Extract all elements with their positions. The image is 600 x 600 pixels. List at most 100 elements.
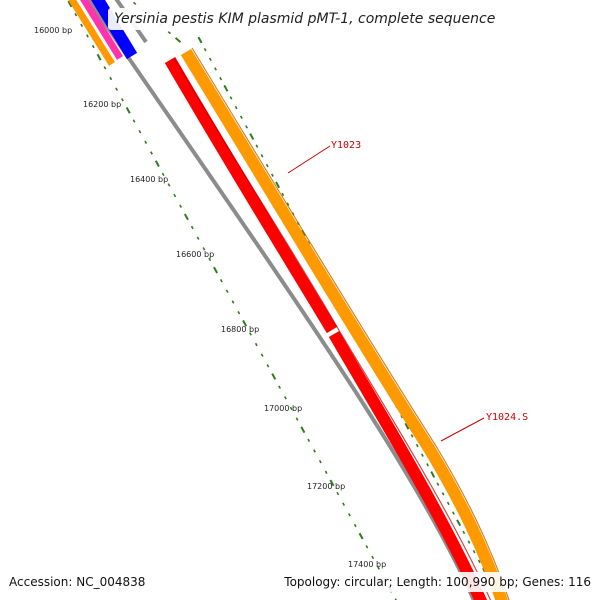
ruler-label-16800: 16800 bp — [221, 325, 259, 334]
tick-mark — [318, 459, 322, 464]
tick-mark — [242, 319, 248, 327]
tick-mark — [249, 133, 255, 140]
tick-mark — [275, 181, 281, 189]
tick-mark — [281, 192, 285, 197]
tick-mark — [477, 559, 481, 564]
tick-mark — [237, 310, 241, 315]
gene-pink-upper — [80, 0, 123, 60]
ruler-label-17200: 17200 bp — [307, 482, 345, 491]
tick-mark — [456, 519, 462, 527]
ruler-label-17000: 17000 bp — [264, 404, 302, 413]
tick-mark — [223, 84, 229, 92]
label-leader-y1023 — [287, 145, 331, 174]
tick-mark — [144, 140, 148, 145]
tick-mark — [436, 482, 440, 486]
tick-mark — [109, 76, 113, 81]
tick-mark — [446, 501, 450, 506]
tick-mark — [197, 36, 203, 44]
ruler-label-16600: 16600 bp — [176, 250, 214, 259]
tick-mark — [300, 426, 306, 434]
tick-mark — [365, 545, 369, 549]
tick-mark — [426, 463, 429, 467]
tick-mark — [115, 87, 118, 91]
tick-mark — [80, 23, 84, 27]
tick-mark — [266, 364, 270, 368]
tick-mark — [271, 173, 274, 177]
tick-mark — [183, 213, 189, 221]
gene-orange-long-edge — [191, 47, 510, 600]
sequence-backbone — [86, 0, 476, 600]
tick-mark — [462, 530, 466, 535]
tick-mark — [91, 44, 95, 49]
tick-mark — [348, 513, 351, 517]
tick-mark — [67, 0, 73, 8]
gene-label-y1024-s: Y1024.S — [486, 412, 528, 423]
tick-mark — [410, 434, 414, 438]
tick-mark — [86, 34, 89, 38]
tick-mark — [329, 479, 335, 487]
tick-mark — [96, 53, 102, 61]
tick-mark — [120, 98, 124, 102]
tick-mark — [324, 470, 328, 474]
tick-mark — [174, 37, 182, 43]
tick-mark — [229, 96, 233, 100]
tick-mark — [353, 523, 357, 528]
tick-mark — [225, 289, 229, 294]
tick-mark — [394, 598, 397, 600]
tick-mark — [260, 353, 264, 357]
tick-mark — [167, 31, 171, 35]
tick-mark — [133, 1, 137, 5]
gene-orange-upper — [68, 0, 115, 66]
tick-mark — [430, 471, 436, 478]
tick-mark — [254, 342, 258, 347]
tick-mark — [286, 202, 290, 206]
tick-mark — [138, 130, 142, 134]
tick-mark — [336, 491, 340, 496]
tick-mark — [415, 443, 419, 448]
tick-mark — [255, 144, 259, 148]
tick-mark — [404, 422, 410, 430]
ruler-label-16400: 16400 bp — [130, 175, 168, 184]
tick-mark — [196, 236, 200, 240]
tick-mark — [467, 540, 471, 544]
tick-mark — [301, 229, 306, 237]
tick-mark — [265, 163, 269, 168]
tick-mark — [342, 502, 346, 506]
tick-mark — [313, 449, 316, 453]
tick-mark — [190, 225, 194, 230]
tick-mark — [150, 151, 153, 155]
tick-mark — [173, 193, 177, 198]
tick-mark — [377, 566, 380, 570]
tick-mark — [295, 417, 299, 421]
tick-mark — [214, 67, 217, 71]
gene-red-y1023 — [164, 56, 338, 334]
tick-mark — [125, 107, 131, 114]
tick-mark — [167, 183, 171, 187]
tick-mark — [132, 119, 136, 123]
tick-mark — [249, 332, 252, 336]
tick-mark — [203, 47, 207, 52]
tick-mark — [234, 105, 238, 110]
ruler-label-16200: 16200 bp — [83, 100, 121, 109]
tick-mark — [289, 406, 293, 411]
ruler-label-16000: 16000 bp — [34, 26, 72, 35]
topology-summary: Topology: circular; Length: 100,990 bp; … — [281, 572, 594, 592]
tick-mark — [103, 66, 107, 70]
tick-mark — [239, 115, 243, 119]
tick-mark — [219, 76, 223, 81]
tick-mark — [208, 57, 212, 62]
gene-label-y1023: Y1023 — [331, 140, 361, 151]
tick-mark — [202, 247, 206, 251]
tick-mark — [213, 266, 218, 274]
tick-mark — [278, 385, 281, 389]
label-leader-y1024-s — [440, 417, 485, 442]
ruler-label-17400: 17400 bp — [348, 560, 386, 569]
tick-mark — [219, 279, 223, 283]
gene-red-edge — [173, 57, 492, 600]
tick-mark — [271, 373, 277, 380]
tick-mark — [161, 172, 165, 176]
tick-mark — [208, 257, 212, 262]
accession-text: Accession: NC_004838 — [6, 572, 149, 592]
tick-mark — [245, 125, 248, 129]
tick-mark — [358, 532, 364, 540]
